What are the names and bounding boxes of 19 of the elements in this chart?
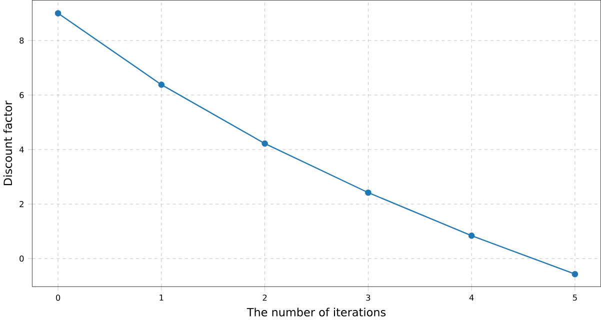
y-tick-label: 8	[20, 38, 24, 44]
x-tick-label: 4	[469, 294, 474, 301]
y-tick-label: 0	[20, 256, 24, 262]
point	[572, 271, 578, 278]
y-axis-title: Discount factor	[3, 100, 12, 186]
y-tick-label: 6	[20, 92, 24, 98]
point	[262, 140, 268, 147]
point	[158, 82, 165, 88]
x-tick-label: 3	[366, 294, 370, 301]
point	[468, 232, 475, 239]
x-tick-label: 0	[56, 294, 60, 301]
point	[54, 10, 62, 17]
y-tick-label: 2	[20, 201, 24, 208]
point	[365, 190, 372, 196]
y-tick-label: 4	[19, 146, 24, 153]
x-tick-label: 2	[262, 294, 267, 301]
x-tick-label: 5	[572, 294, 577, 301]
x-tick-label: 1	[160, 294, 164, 301]
x-axis-title: The number of iterations	[246, 308, 386, 317]
